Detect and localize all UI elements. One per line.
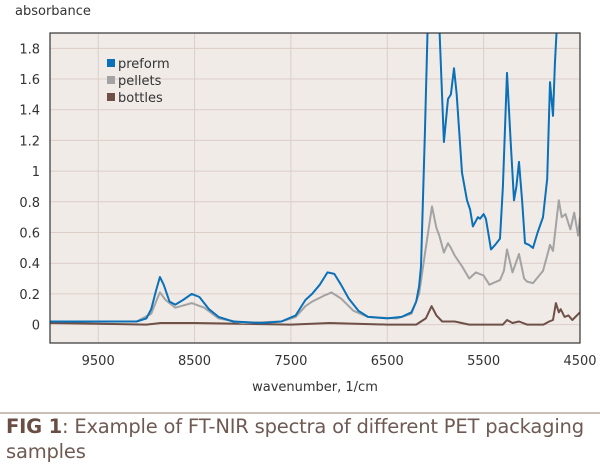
y-tick-label: 1 [32,165,40,180]
y-tick-label: 0.8 [19,196,40,211]
x-ticks: 9500 8500 7500 6500 5500 4500 [82,354,597,369]
y-tick-label: 0 [32,319,40,334]
spectra-chart: absorbance 0 0.2 0.4 0.6 0.8 1 1.2 1.4 1.6 1.8 95… [15,4,597,395]
series-lines [50,33,580,326]
y-tick-label: 0.2 [19,288,40,303]
legend-swatch-preform [107,59,115,67]
x-tick-label: 8500 [178,354,211,369]
x-axis-label: wavenumber, 1/cm [252,380,378,395]
legend: preform pellets bottles [107,57,170,106]
legend-swatch-bottles [107,93,115,101]
series-line-bottles [50,302,580,326]
series-line-pellets [50,199,580,324]
y-ticks: 0 0.2 0.4 0.6 0.8 1 1.2 1.4 1.6 1.8 [19,42,40,333]
divider [0,412,600,414]
y-tick-label: 1.4 [19,104,40,119]
caption-text: : Example of FT-NIR spectra of different… [6,415,584,463]
x-tick-label: 5500 [467,354,500,369]
legend-swatch-pellets [107,76,115,84]
series-line-preform [50,33,558,324]
grid [50,33,580,343]
y-tick-label: 0.6 [19,227,40,242]
legend-label-preform: preform [118,57,170,72]
y-axis-label: absorbance [15,4,91,19]
legend-label-pellets: pellets [118,74,162,89]
y-tick-label: 0.4 [19,257,40,272]
caption-label: FIG 1 [6,415,62,438]
y-tick-label: 1.6 [19,73,40,88]
y-tick-label: 1.8 [19,42,40,57]
x-tick-label: 4500 [563,354,596,369]
x-tick-label: 7500 [274,354,307,369]
figure-caption: FIG 1: Example of FT-NIR spectra of diff… [6,414,596,464]
x-tick-label: 6500 [371,354,404,369]
legend-label-bottles: bottles [118,91,163,106]
x-tick-label: 9500 [82,354,115,369]
y-tick-label: 1.2 [19,134,40,149]
plot-border [49,32,581,344]
